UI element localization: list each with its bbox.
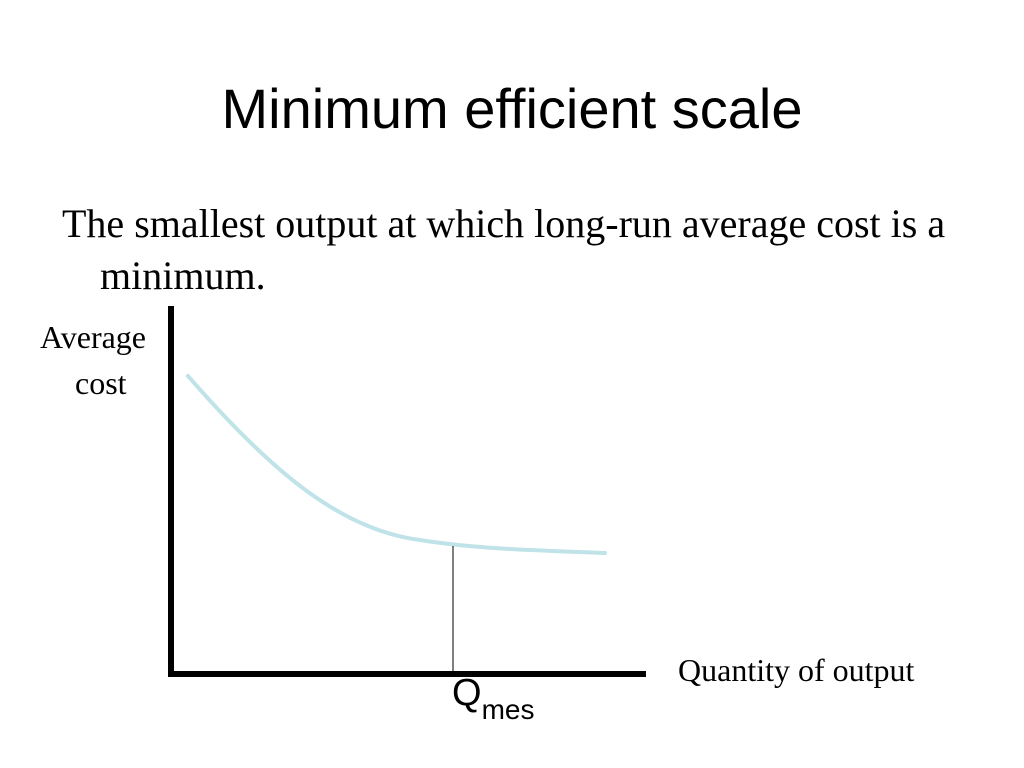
- x-axis-label: Quantity of output: [678, 652, 915, 688]
- y-axis-label-line2: cost: [75, 365, 127, 401]
- long-run-average-cost-curve: [186, 374, 607, 555]
- definition-text: The smallest output at which long-run av…: [62, 201, 946, 298]
- y-axis-label: Average cost: [40, 314, 180, 406]
- qmes-label-subscript: mes: [481, 694, 535, 725]
- slide-title: Minimum efficient scale: [221, 77, 803, 140]
- qmes-label-main: Q: [452, 672, 482, 714]
- y-axis-label-line1: Average: [40, 319, 146, 355]
- qmes-label: Qmes: [452, 672, 534, 725]
